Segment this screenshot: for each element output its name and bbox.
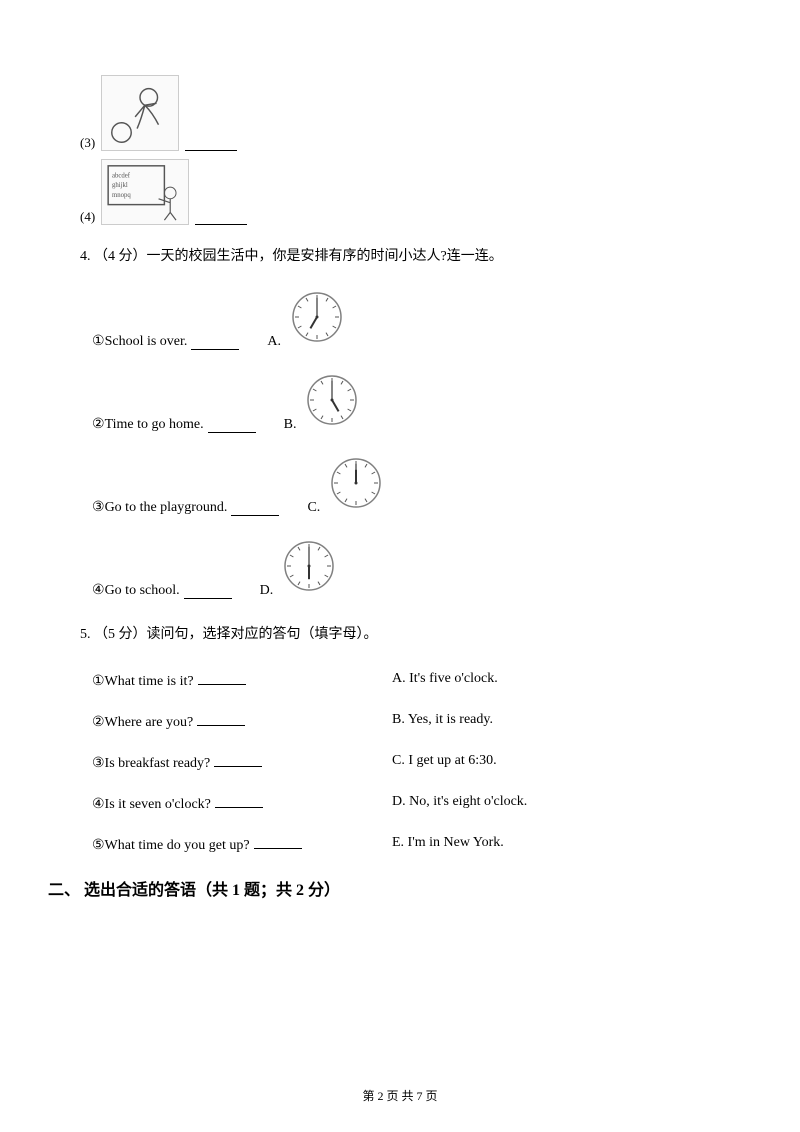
q4-text: 4. （4 分）一天的校园生活中，你是安排有序的时间小达人?连一连。	[80, 243, 720, 271]
qa-row: ②Where are you? B. Yes, it is ready.	[92, 712, 720, 731]
match-blank[interactable]	[231, 502, 279, 516]
qa-answer: D. No, it's eight o'clock.	[392, 794, 527, 813]
q5-text: 5. （5 分）读问句，选择对应的答句（填字母）。	[80, 621, 720, 649]
match-num: ④	[92, 582, 105, 599]
qa-blank[interactable]	[254, 835, 302, 849]
match-sentence: Go to school.	[105, 583, 180, 599]
qa-answer: A. It's five o'clock.	[392, 671, 498, 690]
svg-text:abcdef: abcdef	[112, 172, 131, 179]
match-num: ③	[92, 499, 105, 516]
blank-4[interactable]	[195, 211, 247, 225]
qa-row: ⑤What time do you get up? E. I'm in New Y…	[92, 835, 720, 854]
qa-answer: E. I'm in New York.	[392, 835, 504, 854]
item-4-row: (4) abcdef ghijkl mnopq	[80, 159, 720, 225]
image-boy-ball	[101, 75, 179, 151]
match-num: ②	[92, 416, 105, 433]
match-row: ③ Go to the playground. C.	[92, 455, 720, 516]
match-option-label: C.	[307, 500, 320, 516]
blank-3[interactable]	[185, 137, 237, 151]
item-3-row: (3)	[80, 75, 720, 151]
qa-question: ⑤What time do you get up?	[92, 838, 250, 853]
qa-answer: C. I get up at 6:30.	[392, 753, 497, 772]
match-blank[interactable]	[184, 585, 232, 599]
qa-row: ①What time is it? A. It's five o'clock.	[92, 671, 720, 690]
svg-text:mnopq: mnopq	[112, 192, 131, 199]
match-blank[interactable]	[191, 336, 239, 350]
qa-blank[interactable]	[198, 671, 246, 685]
qa-question: ③Is breakfast ready?	[92, 756, 210, 771]
q4-matching: ① School is over. A. ② Time to go home. …	[80, 289, 720, 599]
match-row: ④ Go to school. D.	[92, 538, 720, 599]
qa-blank[interactable]	[215, 794, 263, 808]
match-row: ① School is over. A.	[92, 289, 720, 350]
item-4-num: (4)	[80, 209, 95, 225]
qa-blank[interactable]	[197, 712, 245, 726]
clock-icon	[328, 455, 384, 516]
clock-icon	[281, 538, 337, 599]
qa-question: ①What time is it?	[92, 674, 194, 689]
match-num: ①	[92, 333, 105, 350]
section-2-title: 二、 选出合适的答语（共 1 题；共 2 分）	[48, 876, 720, 900]
match-option-label: D.	[260, 583, 274, 599]
match-sentence: School is over.	[105, 334, 188, 350]
clock-icon	[304, 372, 360, 433]
qa-answer: B. Yes, it is ready.	[392, 712, 493, 731]
clock-icon	[289, 289, 345, 350]
qa-row: ③Is breakfast ready? C. I get up at 6:30.	[92, 753, 720, 772]
match-option-label: B.	[284, 417, 297, 433]
item-3-num: (3)	[80, 135, 95, 151]
qa-question: ④Is it seven o'clock?	[92, 797, 211, 812]
qa-question: ②Where are you?	[92, 715, 193, 730]
page-footer: 第 2 页 共 7 页	[0, 1087, 800, 1104]
qa-blank[interactable]	[214, 753, 262, 767]
q5-matching: ①What time is it? A. It's five o'clock. ②W…	[80, 671, 720, 854]
match-row: ② Time to go home. B.	[92, 372, 720, 433]
image-teacher-board: abcdef ghijkl mnopq	[101, 159, 189, 225]
match-sentence: Go to the playground.	[105, 500, 228, 516]
match-blank[interactable]	[208, 419, 256, 433]
match-sentence: Time to go home.	[105, 417, 204, 433]
svg-text:ghijkl: ghijkl	[112, 182, 128, 189]
match-option-label: A.	[267, 334, 281, 350]
qa-row: ④Is it seven o'clock? D. No, it's eight o…	[92, 794, 720, 813]
